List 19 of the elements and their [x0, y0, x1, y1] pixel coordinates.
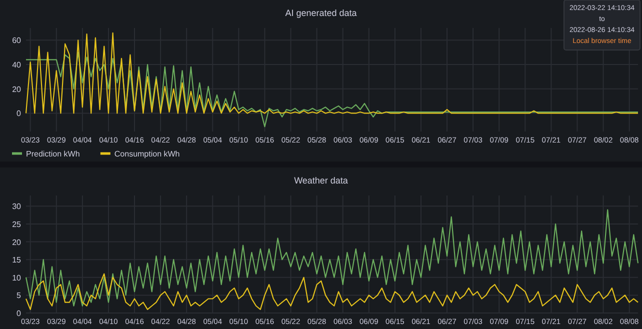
y-tick-label: 25 [12, 220, 22, 229]
y-tick-label: 10 [12, 273, 22, 282]
y-tick-label: 0 [16, 109, 22, 118]
chart-title: Weather data [294, 176, 348, 186]
y-tick-label: 20 [12, 84, 22, 94]
legend-label: Consumption kWh [114, 150, 180, 158]
line-series [25, 273, 639, 310]
line-series [25, 32, 639, 114]
y-tick-label: 5 [16, 291, 22, 300]
y-tick-label: 20 [12, 238, 22, 247]
line-series [25, 52, 639, 128]
chart-title: AI generated data [285, 8, 357, 18]
y-tick-label: 60 [12, 36, 22, 46]
legend-label: Prediction kWh [26, 150, 80, 158]
line-series [25, 209, 639, 306]
y-tick-label: 15 [12, 256, 22, 265]
y-tick-label: 40 [12, 60, 22, 70]
y-tick-label: 30 [12, 202, 22, 212]
y-tick-label: 0 [16, 309, 22, 318]
